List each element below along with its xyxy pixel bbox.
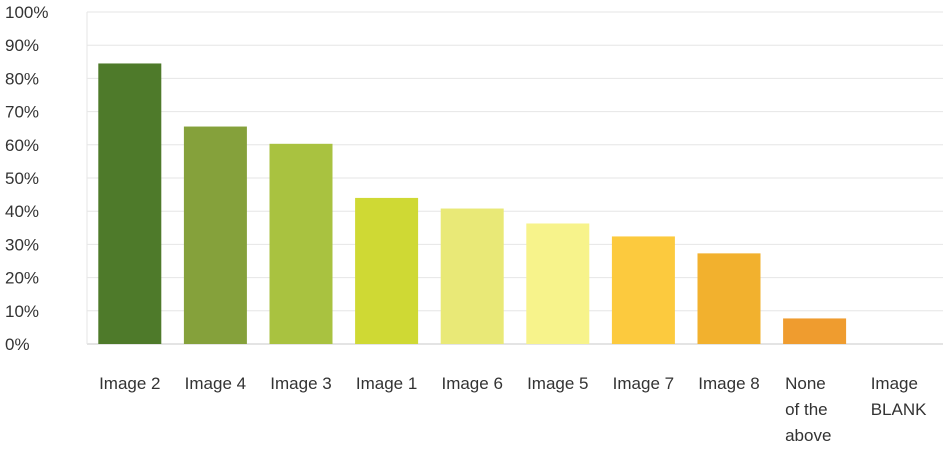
- y-tick-label: 70%: [5, 103, 39, 122]
- x-category-label: Image 6: [441, 374, 502, 393]
- bar-image-6: [440, 208, 504, 344]
- y-tick-label: 80%: [5, 69, 39, 88]
- x-category-label: Image 1: [356, 374, 417, 393]
- y-tick-label: 60%: [5, 136, 39, 155]
- bar-image-2: [98, 63, 162, 345]
- bars: [98, 63, 847, 345]
- x-category-label: None of the above: [785, 374, 831, 445]
- bar-image-1: [355, 197, 419, 344]
- bar-image-4: [183, 126, 247, 344]
- bar-none-of-the-above: [783, 318, 847, 344]
- y-tick-label: 40%: [5, 202, 39, 221]
- y-tick-label: 100%: [5, 3, 48, 22]
- y-tick-label: 10%: [5, 302, 39, 321]
- x-category-label: Image 3: [270, 374, 331, 393]
- bar-image-5: [526, 223, 590, 344]
- y-axis-tick-labels: 0% 10% 20% 30% 40% 50% 60% 70% 80% 90% 100%: [5, 3, 48, 354]
- x-category-label: Image 4: [185, 374, 246, 393]
- y-tick-label: 50%: [5, 169, 39, 188]
- bar-image-7: [611, 236, 675, 344]
- bar-image-3: [269, 143, 333, 344]
- y-tick-label: 30%: [5, 235, 39, 254]
- x-category-label: Image BLANK: [871, 374, 927, 419]
- y-tick-label: 20%: [5, 269, 39, 288]
- x-category-label: Image 8: [698, 374, 759, 393]
- y-tick-label: 90%: [5, 36, 39, 55]
- y-tick-label: 0%: [5, 335, 30, 354]
- bar-image-8: [697, 253, 761, 344]
- x-category-label: Image 7: [613, 374, 674, 393]
- x-axis-category-labels: Image 2 Image 4 Image 3 Image 1 Image 6 Image…: [99, 374, 927, 445]
- x-category-label: Image 5: [527, 374, 588, 393]
- x-category-label: Image 2: [99, 374, 160, 393]
